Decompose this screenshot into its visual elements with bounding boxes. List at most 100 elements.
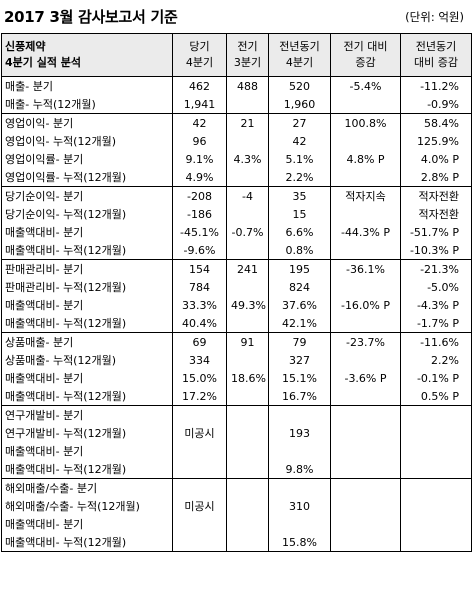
table-cell [226,497,269,515]
table-cell [226,95,269,114]
table-cell: 9.8% [268,460,331,479]
table-row: 매출액대비- 분기 -45.1% -0.7% 6.6% -44.3% P -51.7% P [2,223,472,241]
table-cell: 적자지속 [330,186,401,205]
table-cell: -16.0% P [330,296,401,314]
header-company-name: 신풍제약 [5,40,46,53]
row-label: 해외매출/수출- 누적(12개월) [5,500,140,513]
table-cell [330,533,401,552]
table-cell: 49.3% [226,296,269,314]
table-cell: -45.1% [172,223,227,241]
table-row: 영업이익률- 누적(12개월) 4.9% 2.2% 2.8% P [1,168,472,187]
table-cell [330,278,401,296]
financial-table: 신풍제약 4분기 실적 분석 당기 4분기 전기 3분기 전년동기 4분기 전기… [1,33,472,552]
table-cell: 0.8% [268,241,331,260]
row-label: 영업이익률- 분기 [5,153,84,166]
table-cell: 100.8% [330,113,401,132]
table-row: 당기순이익- 분기 -208 -4 35 적자지속 적자전환 [2,186,472,205]
table-cell: 6.6% [268,223,331,241]
table-cell: 4.8% P [330,150,401,168]
row-label: 매출액대비- 누적(12개월) [1,241,173,260]
table-cell: 193 [268,424,331,442]
table-cell [330,132,401,150]
table-cell [226,168,269,187]
row-label: 매출액대비- 누적(12개월) [1,314,173,333]
table-header-row: 신풍제약 4분기 실적 분석 당기 4분기 전기 3분기 전년동기 4분기 전기… [1,33,472,77]
table-cell: -21.3% [400,259,472,278]
row-label: 당기순이익- 분기 [5,190,84,203]
table-cell [226,132,269,150]
table-cell [226,478,269,497]
table-cell: 15.1% [268,369,331,387]
row-label: 상품매출- 누적(12개월) [5,354,117,367]
table-body: 매출- 분기 462 488 520 -5.4% -11.2% 매출- 누적(12개월) 1,… [1,76,472,552]
table-cell [400,497,472,515]
table-cell [226,460,269,479]
row-label: 연구개발비- 누적(12개월) [5,427,127,440]
table-cell [330,168,401,187]
table-cell [400,460,472,479]
table-cell: 2.8% P [400,168,472,187]
row-label: 매출- 누적(12개월) [1,95,173,114]
table-cell [330,205,401,223]
table-cell: -51.7% P [400,223,472,241]
header-lastyear-l1: 전년동기 [279,40,320,53]
row-label: 판매관리비- 누적(12개월) [5,281,127,294]
table-cell: -0.7% [226,223,269,241]
table-row: 당기순이익- 누적(12개월) -186 15 적자전환 [2,205,472,223]
header-current-l2: 4분기 [185,56,214,69]
header-company-sub: 4분기 실적 분석 [5,56,82,69]
table-cell: -186 [172,205,227,223]
header-company: 신풍제약 4분기 실적 분석 [1,33,173,77]
table-cell: 241 [226,259,269,278]
table-cell: 9.1% [172,150,227,168]
table-cell: 33.3% [172,296,227,314]
table-cell [172,533,227,552]
table-row: 매출액대비- 분기 15.0% 18.6% 15.1% -3.6% P -0.1% P [2,369,472,387]
table-cell: -36.1% [330,259,401,278]
table-cell: 462 [172,76,227,95]
table-cell: 미공시 [172,424,227,442]
table-cell: 27 [268,113,331,132]
table-row: 영업이익률- 분기 9.1% 4.3% 5.1% 4.8% P 4.0% P [2,150,472,168]
row-label: 해외매출/수출- 분기 [5,482,98,495]
table-cell: 42 [268,132,331,150]
table-cell: 2.2% [400,351,472,369]
table-cell [330,515,401,533]
table-cell [400,442,472,460]
table-cell: 91 [226,332,269,351]
row-label: 매출- 분기 [5,80,53,93]
table-row: 매출액대비- 분기 33.3% 49.3% 37.6% -16.0% P -4.3% P [2,296,472,314]
table-row: 판매관리비- 누적(12개월) 784 824 -5.0% [2,278,472,296]
row-label: 매출액대비- 분기 [5,445,84,458]
header-current-l1: 당기 [189,40,210,53]
header-prev-l2: 3분기 [233,56,262,69]
table-cell: 15.8% [268,533,331,552]
table-cell: -23.7% [330,332,401,351]
table-cell [400,424,472,442]
table-cell: 1,960 [268,95,331,114]
table-cell [400,533,472,552]
table-cell: 69 [172,332,227,351]
table-cell [330,478,401,497]
row-label: 영업이익- 분기 [5,117,74,130]
table-cell [400,478,472,497]
table-cell: -11.2% [400,76,472,95]
row-label: 영업이익- 누적(12개월) [5,135,117,148]
table-row: 매출액대비- 누적(12개월) 15.8% [2,533,472,552]
table-row: 연구개발비- 분기 [2,405,472,424]
table-row: 매출액대비- 누적(12개월) 17.2% 16.7% 0.5% P [1,387,472,406]
row-label: 매출액대비- 분기 [5,372,84,385]
table-cell: 154 [172,259,227,278]
table-cell: 15.0% [172,369,227,387]
table-cell: -5.4% [330,76,401,95]
table-cell: -208 [172,186,227,205]
table-cell: 37.6% [268,296,331,314]
table-cell [172,405,227,424]
table-cell [226,278,269,296]
table-cell: 21 [226,113,269,132]
header-yoy-l1: 전년동기 [415,40,457,53]
table-cell [330,387,401,406]
table-cell [172,478,227,497]
table-cell [226,442,269,460]
table-cell [226,387,269,406]
